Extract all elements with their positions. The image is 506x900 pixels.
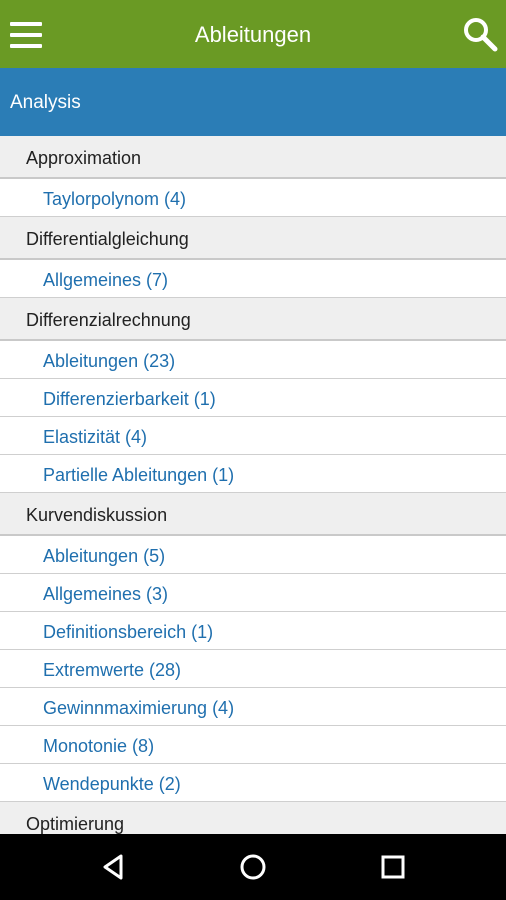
category-header: Kurvendiskussion <box>0 493 506 536</box>
system-navigation-bar <box>0 834 506 900</box>
back-triangle-icon[interactable] <box>96 850 130 884</box>
topic-list-item[interactable]: Definitionsbereich (1) <box>0 612 506 650</box>
category-header: Approximation <box>0 136 506 179</box>
topic-list-item[interactable]: Gewinnmaximierung (4) <box>0 688 506 726</box>
hamburger-menu-icon[interactable] <box>10 22 42 48</box>
page-title: Ableitungen <box>194 22 312 47</box>
topic-list: Approximation Taylorpolynom (4) Differenti… <box>0 136 506 845</box>
search-icon[interactable] <box>462 16 498 52</box>
topic-list-item[interactable]: Extremwerte (28) <box>0 650 506 688</box>
topic-list-item[interactable]: Monotonie (8) <box>0 726 506 764</box>
topic-list-item[interactable]: Wendepunkte (2) <box>0 764 506 802</box>
section-title: Analysis <box>10 92 81 113</box>
app-bar: Ableitungen <box>0 0 506 68</box>
topic-list-item[interactable]: Partielle Ableitungen (1) <box>0 455 506 493</box>
topic-list-item[interactable]: Elastizität (4) <box>0 417 506 455</box>
topic-list-item[interactable]: Taylorpolynom (4) <box>0 179 506 217</box>
recents-square-icon[interactable] <box>376 850 410 884</box>
topic-list-item[interactable]: Differenzierbarkeit (1) <box>0 379 506 417</box>
category-header: Differentialgleichung <box>0 217 506 260</box>
section-header: Analysis <box>0 68 506 136</box>
category-header: Differenzialrechnung <box>0 298 506 341</box>
topic-list-item[interactable]: Allgemeines (3) <box>0 574 506 612</box>
topic-list-item[interactable]: Ableitungen (23) <box>0 341 506 379</box>
topic-list-item[interactable]: Allgemeines (7) <box>0 260 506 298</box>
home-circle-icon[interactable] <box>236 850 270 884</box>
topic-list-item[interactable]: Ableitungen (5) <box>0 536 506 574</box>
